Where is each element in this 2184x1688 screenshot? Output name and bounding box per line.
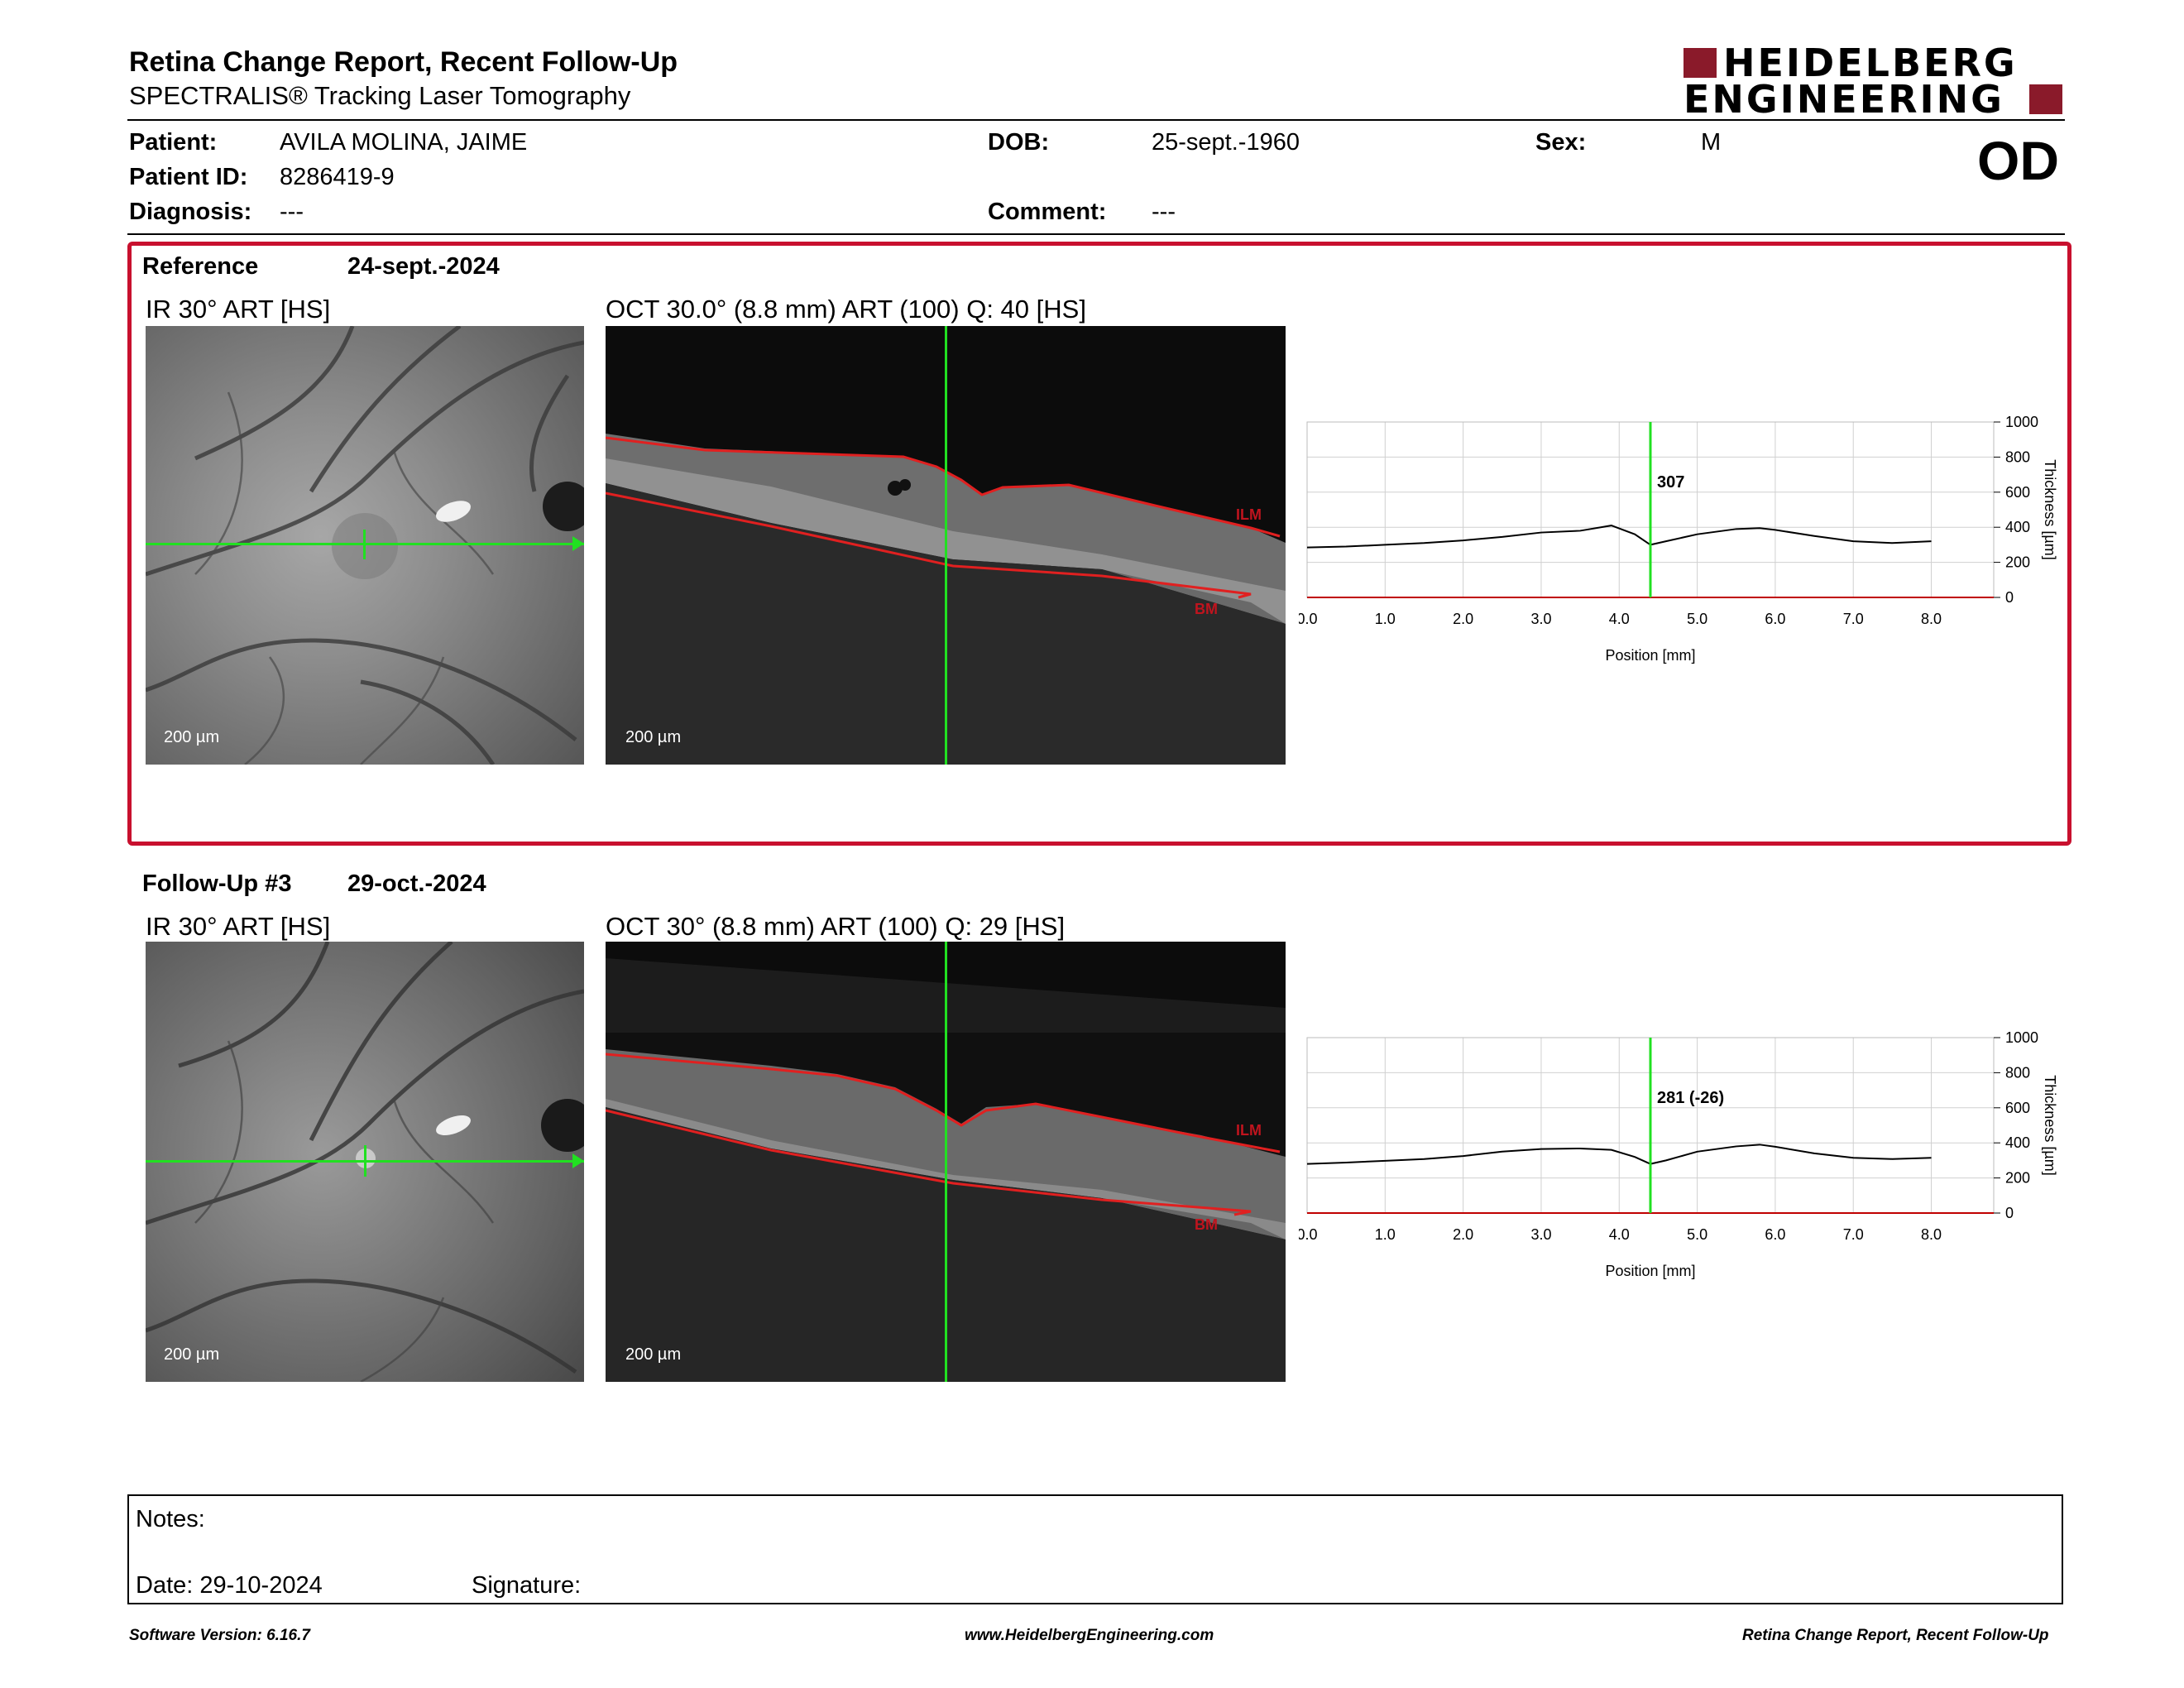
- y-axis-label: Thickness [µm]: [2042, 1075, 2058, 1175]
- x-tick-label: 7.0: [1843, 1226, 1864, 1243]
- notes-box: Notes: Date: 29-10-2024 Signature:: [127, 1494, 2063, 1604]
- y-tick-label: 600: [2005, 484, 2030, 501]
- x-tick-label: 2.0: [1453, 611, 1473, 627]
- x-tick-label: 5.0: [1687, 1226, 1707, 1243]
- y-tick-label: 1000: [2005, 1029, 2038, 1046]
- x-tick-label: 1.0: [1375, 1226, 1396, 1243]
- followup-ir-image: 200 µm: [146, 942, 584, 1382]
- patient-label: Patient:: [129, 129, 218, 156]
- eye-label: OD: [1977, 130, 2059, 191]
- logo-square-top: [1684, 48, 1717, 78]
- signature-label: Signature:: [472, 1572, 582, 1599]
- footer-software-version: Software Version: 6.16.7: [129, 1627, 310, 1644]
- patient-divider: [127, 233, 2065, 235]
- marker-value-label: 307: [1657, 473, 1684, 492]
- reference-ir-caption: IR 30° ART [HS]: [146, 295, 331, 324]
- reference-ir-scale: 200 µm: [164, 728, 220, 746]
- y-tick-label: 0: [2005, 589, 2014, 606]
- followup-oct-image: ILM BM 200 µm: [606, 942, 1286, 1382]
- followup-bm-label: BM: [1195, 1216, 1218, 1233]
- reference-section-frame: [127, 242, 2071, 846]
- report-subtitle: SPECTRALIS® Tracking Laser Tomography: [129, 81, 631, 110]
- footer-report-name: Retina Change Report, Recent Follow-Up: [1742, 1627, 2049, 1644]
- x-tick-label: 7.0: [1843, 611, 1864, 627]
- notes-date: Date: 29-10-2024: [136, 1572, 323, 1599]
- reference-fovea-cross-icon: [363, 530, 366, 559]
- footer-website-link[interactable]: www.HeidelbergEngineering.com: [965, 1627, 1214, 1644]
- x-tick-label: 4.0: [1609, 611, 1630, 627]
- followup-oct-scale: 200 µm: [625, 1345, 682, 1364]
- diagnosis-value: ---: [280, 199, 304, 225]
- y-tick-label: 1000: [2005, 414, 2038, 430]
- x-tick-label: 5.0: [1687, 611, 1707, 627]
- patient-id-value: 8286419-9: [280, 164, 395, 190]
- y-tick-label: 400: [2005, 1134, 2030, 1151]
- x-tick-label: 3.0: [1530, 611, 1551, 627]
- sex-value: M: [1701, 129, 1722, 156]
- reference-oct-image: ILM BM 200 µm: [606, 326, 1286, 765]
- reference-ir-image: 200 µm: [146, 326, 584, 765]
- followup-ir-caption: IR 30° ART [HS]: [146, 912, 331, 941]
- reference-date: 24-sept.-2024: [347, 253, 500, 280]
- followup-fovea-cross-icon: [364, 1145, 366, 1177]
- logo-line2: ENGINEERING: [1684, 77, 2004, 122]
- logo-square-bottom: [2029, 84, 2062, 114]
- comment-label: Comment:: [988, 199, 1107, 225]
- reference-ilm-label: ILM: [1236, 506, 1262, 523]
- diagnosis-label: Diagnosis:: [129, 199, 252, 225]
- thickness-series-line: [1306, 1144, 1932, 1165]
- y-tick-label: 0: [2005, 1205, 2014, 1221]
- x-tick-label: 8.0: [1921, 611, 1942, 627]
- y-axis-label: Thickness [µm]: [2042, 459, 2058, 559]
- y-tick-label: 400: [2005, 519, 2030, 535]
- x-tick-label: 2.0: [1453, 1226, 1473, 1243]
- logo-line1: HEIDELBERG: [1723, 41, 2018, 85]
- x-tick-label: 3.0: [1530, 1226, 1551, 1243]
- reference-oct-marker-line: [945, 326, 947, 765]
- x-tick-label: 0.0: [1299, 1226, 1318, 1243]
- followup-ilm-label: ILM: [1236, 1122, 1262, 1139]
- y-tick-label: 800: [2005, 448, 2030, 465]
- x-tick-label: 0.0: [1299, 611, 1318, 627]
- reference-scan-arrow-icon: [572, 536, 584, 551]
- followup-oct-marker-line: [945, 942, 947, 1382]
- followup-oct-caption: OCT 30° (8.8 mm) ART (100) Q: 29 [HS]: [606, 912, 1066, 941]
- comment-value: ---: [1152, 199, 1176, 225]
- x-tick-label: 6.0: [1765, 611, 1785, 627]
- patient-id-label: Patient ID:: [129, 164, 248, 190]
- followup-date: 29-oct.-2024: [347, 870, 486, 897]
- marker-value-label: 281 (-26): [1657, 1089, 1724, 1107]
- report-title: Retina Change Report, Recent Follow-Up: [129, 46, 678, 78]
- x-axis-label: Position [mm]: [1605, 647, 1695, 664]
- x-tick-label: 8.0: [1921, 1226, 1942, 1243]
- reference-bm-label: BM: [1195, 601, 1218, 617]
- y-tick-label: 200: [2005, 554, 2030, 571]
- x-tick-label: 4.0: [1609, 1226, 1630, 1243]
- y-tick-label: 200: [2005, 1170, 2030, 1187]
- followup-ir-scale: 200 µm: [164, 1345, 220, 1364]
- x-tick-label: 1.0: [1375, 611, 1396, 627]
- y-tick-label: 600: [2005, 1100, 2030, 1116]
- thickness-series-line: [1306, 525, 1932, 549]
- reference-oct-scale: 200 µm: [625, 728, 682, 746]
- reference-oct-caption: OCT 30.0° (8.8 mm) ART (100) Q: 40 [HS]: [606, 295, 1086, 324]
- heidelberg-logo: HEIDELBERG ENGINEERING: [1684, 41, 2064, 122]
- patient-name: AVILA MOLINA, JAIME: [280, 129, 528, 156]
- y-tick-label: 800: [2005, 1064, 2030, 1081]
- followup-thickness-chart: 0 200 400 600 800 1000 0.0 1.0 2.0 3.0 4.0 5.0 6.0 7.…: [1299, 1029, 2058, 1279]
- dob-value: 25-sept.-1960: [1152, 129, 1300, 156]
- followup-scan-arrow-icon: [572, 1153, 584, 1168]
- x-axis-label: Position [mm]: [1605, 1263, 1695, 1279]
- x-tick-label: 6.0: [1765, 1226, 1785, 1243]
- followup-label: Follow-Up #3: [142, 870, 292, 897]
- header-divider: [127, 119, 2065, 121]
- dob-label: DOB:: [988, 129, 1050, 156]
- reference-thickness-chart: 0 200 400 600 800 1000 0.0 1.0 2.0 3.0 4.0 5.0 6.0 7.…: [1299, 414, 2058, 664]
- reference-label: Reference: [142, 253, 259, 280]
- notes-label: Notes:: [136, 1506, 205, 1532]
- sex-label: Sex:: [1535, 129, 1587, 156]
